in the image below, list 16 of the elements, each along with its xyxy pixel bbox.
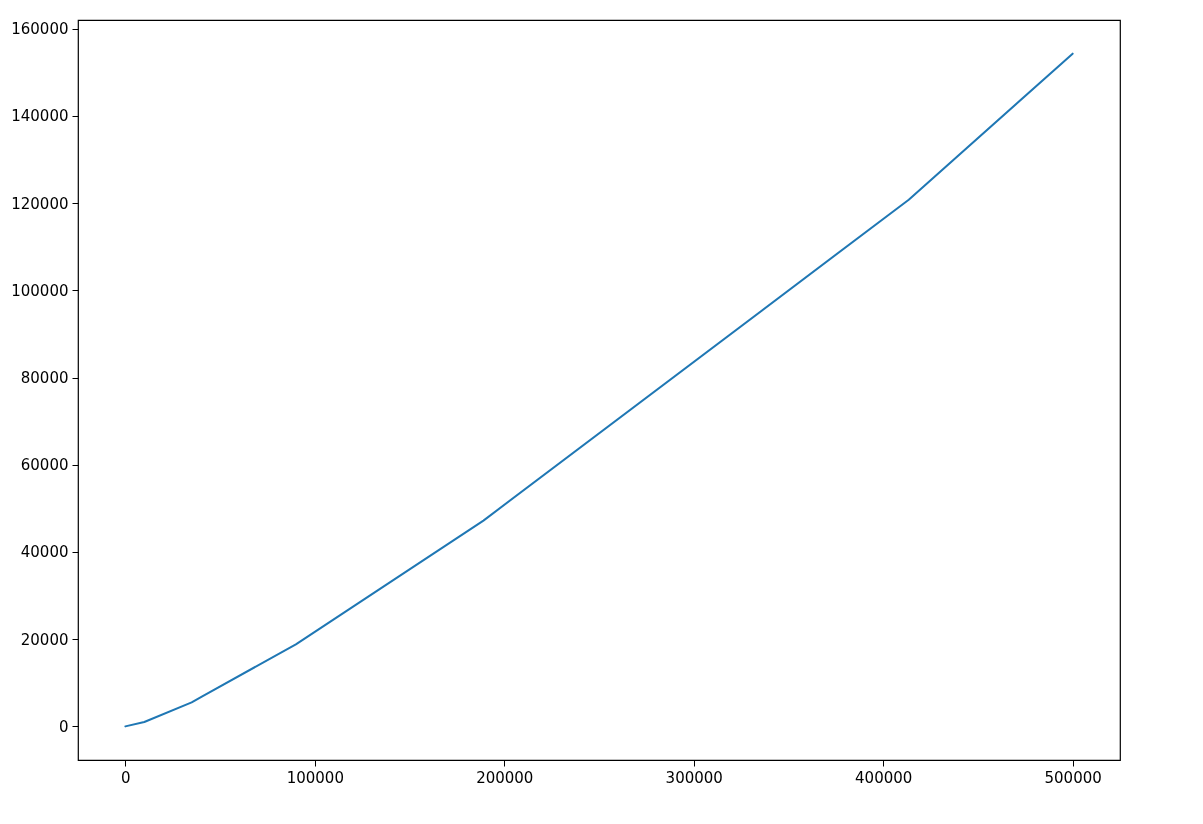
x-tick-label: 0 [121, 768, 131, 787]
x-tick-label: 100000 [286, 768, 344, 787]
x-tick-label: 500000 [1044, 768, 1102, 787]
x-tick-label: 200000 [476, 768, 534, 787]
y-tick-label: 120000 [11, 194, 69, 213]
y-tick-label: 140000 [11, 107, 69, 126]
y-tick-label: 100000 [11, 281, 69, 300]
y-tick-label: 0 [58, 717, 69, 736]
line-series [124, 52, 1074, 728]
x-tick-label: 300000 [665, 768, 723, 787]
y-tick-label: 60000 [20, 456, 69, 475]
x-tick-label: 400000 [855, 768, 913, 787]
y-tick-label: 20000 [20, 630, 69, 649]
y-tick-label: 40000 [20, 543, 69, 562]
y-tick-label: 80000 [20, 369, 69, 388]
y-tick-label: 160000 [11, 20, 69, 39]
